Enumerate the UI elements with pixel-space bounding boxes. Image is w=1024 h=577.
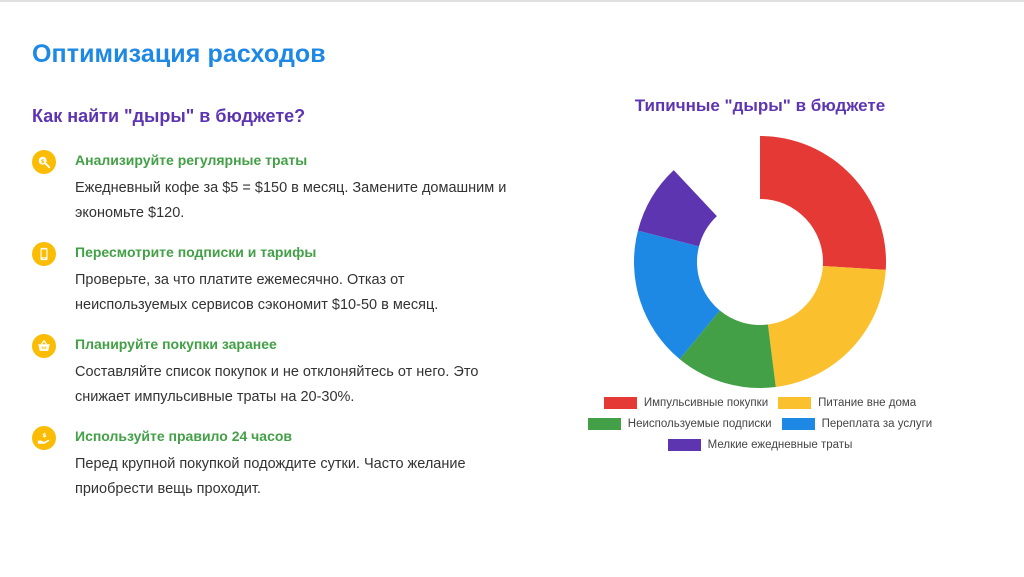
tip-item: $ Анализируйте регулярные траты Ежедневн… bbox=[32, 148, 512, 240]
legend-swatch bbox=[603, 396, 637, 409]
legend-swatch bbox=[667, 438, 701, 451]
tips-list: $ Анализируйте регулярные траты Ежедневн… bbox=[32, 148, 512, 516]
legend-swatch bbox=[778, 396, 812, 409]
legend-label: Питание вне дома bbox=[818, 396, 917, 409]
tip-heading: Пересмотрите подписки и тарифы bbox=[75, 244, 317, 260]
legend-label: Мелкие ежедневные траты bbox=[707, 438, 853, 451]
tip-item: Пересмотрите подписки и тарифы Проверьте… bbox=[32, 240, 512, 332]
chart-legend: Импульсивные покупки Питание вне дома Не… bbox=[560, 392, 960, 455]
tip-heading: Анализируйте регулярные траты bbox=[75, 152, 308, 168]
svg-text:$: $ bbox=[41, 159, 45, 165]
tip-heading: Планируйте покупки заранее bbox=[75, 336, 277, 352]
page-title: Оптимизация расходов bbox=[32, 40, 326, 68]
legend-swatch bbox=[587, 417, 621, 430]
legend-item[interactable]: Импульсивные покупки bbox=[603, 396, 769, 409]
tip-item: $ Используйте правило 24 часов Перед кру… bbox=[32, 424, 512, 516]
legend-item[interactable]: Неиспользуемые подписки bbox=[587, 417, 772, 430]
doughnut-chart bbox=[634, 136, 886, 389]
legend-swatch bbox=[781, 417, 815, 430]
tip-item: Планируйте покупки заранее Составляйте с… bbox=[32, 332, 512, 424]
legend-label: Переплата за услуги bbox=[821, 417, 933, 430]
chart-segment[interactable] bbox=[760, 136, 886, 270]
chart-segment[interactable] bbox=[634, 230, 720, 360]
svg-text:$: $ bbox=[42, 432, 46, 439]
section-subtitle: Как найти "дыры" в бюджете? bbox=[32, 106, 306, 126]
chart-segment[interactable] bbox=[637, 170, 717, 247]
shopping-basket-icon bbox=[32, 334, 56, 358]
legend-label: Импульсивные покупки bbox=[643, 396, 769, 409]
legend-label: Неиспользуемые подписки bbox=[627, 417, 772, 430]
tip-text: Составляйте список покупок и не отклоняй… bbox=[75, 364, 479, 405]
smartphone-icon bbox=[32, 242, 56, 266]
tip-heading: Используйте правило 24 часов bbox=[75, 428, 293, 444]
chart-segment[interactable] bbox=[679, 310, 776, 389]
tip-text: Проверьте, за что платите ежемесячно. От… bbox=[75, 272, 439, 313]
tip-text: Перед крупной покупкой подождите сутки. … bbox=[75, 456, 466, 497]
legend-item[interactable]: Переплата за услуги bbox=[781, 417, 933, 430]
legend-item[interactable]: Мелкие ежедневные траты bbox=[667, 438, 853, 451]
hand-dollar-icon: $ bbox=[32, 426, 56, 450]
chart-segment[interactable] bbox=[767, 265, 886, 388]
legend-item[interactable]: Питание вне дома bbox=[778, 396, 917, 409]
chart-title: Типичные "дыры" в бюджете bbox=[634, 96, 886, 115]
top-divider bbox=[0, 0, 1024, 2]
search-dollar-icon: $ bbox=[32, 150, 56, 174]
tip-text: Ежедневный кофе за $5 = $150 в месяц. За… bbox=[75, 180, 507, 221]
